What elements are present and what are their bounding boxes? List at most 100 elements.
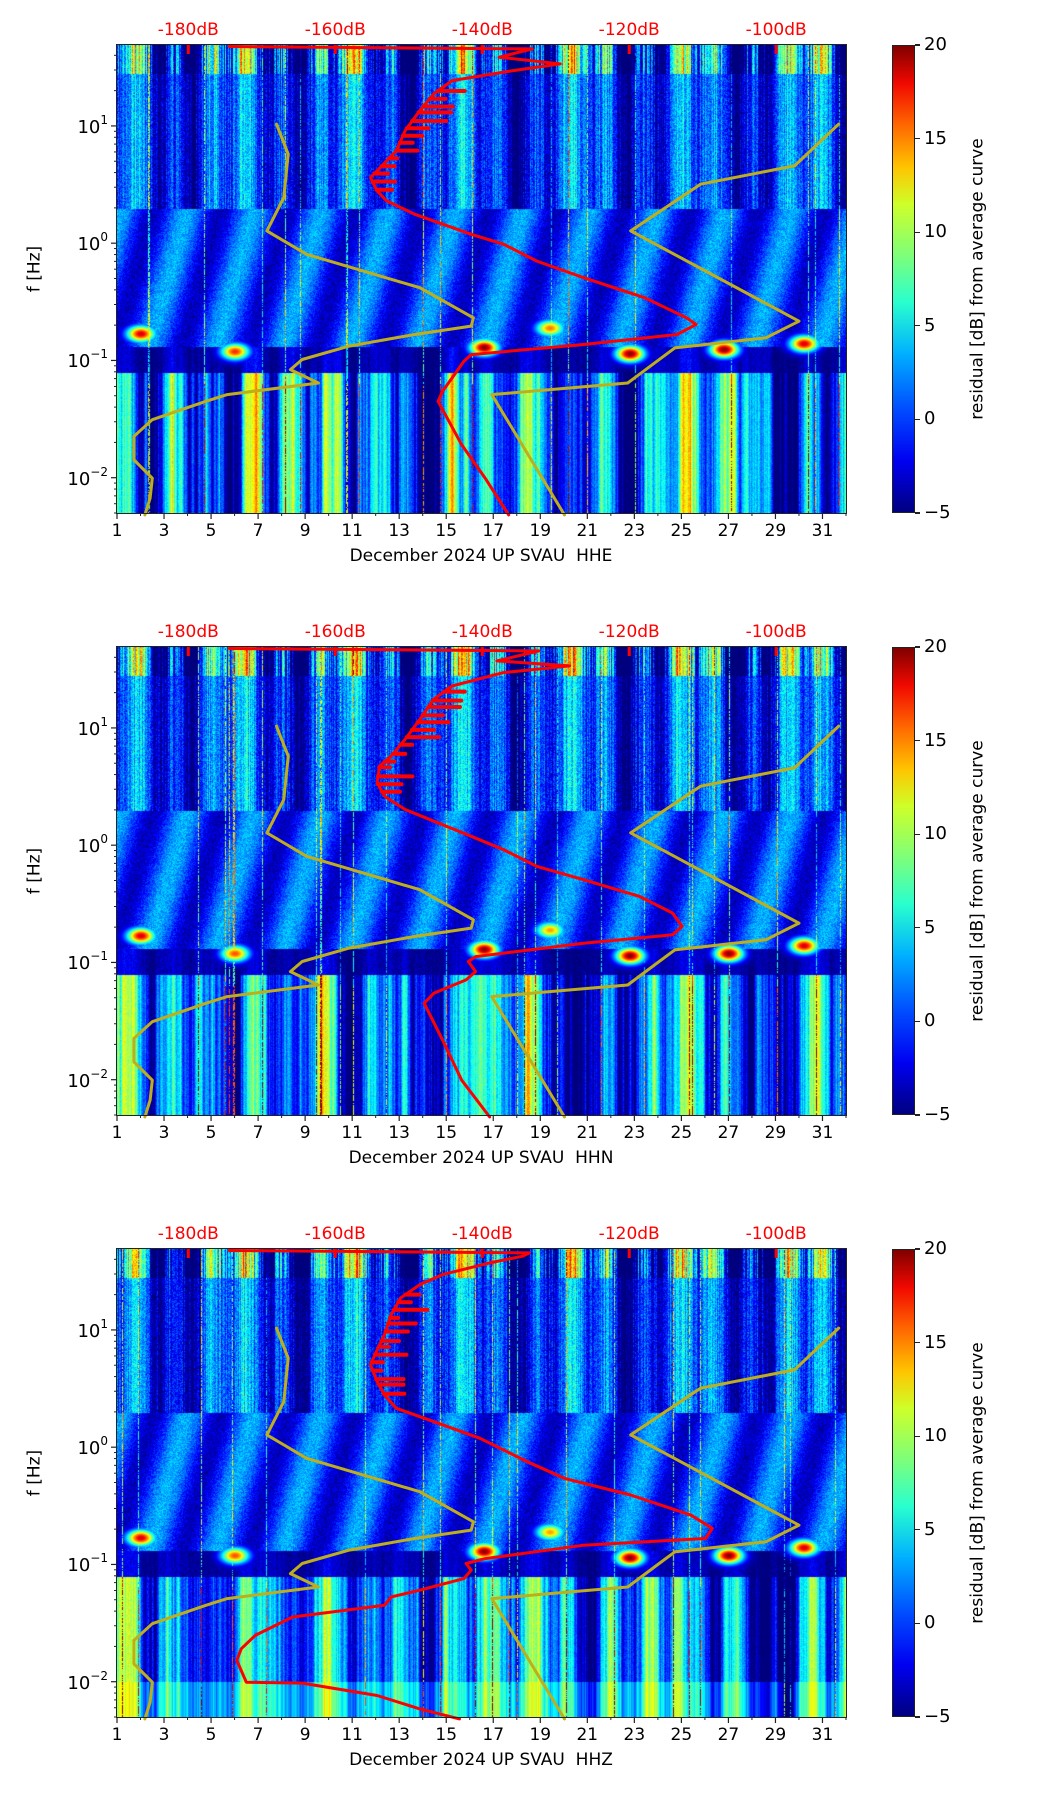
colorbar-tick-mark xyxy=(915,1342,920,1344)
y-tick-exponent: 1 xyxy=(100,112,108,127)
db-axis-label: -120dB xyxy=(598,622,660,642)
x-tick-label: 11 xyxy=(341,1725,363,1745)
x-tick-label: 19 xyxy=(529,1123,552,1143)
x-tick-label: 25 xyxy=(670,1123,693,1143)
y-tick-label: 10−2 xyxy=(67,464,108,490)
colorbar-tick-label: 20 xyxy=(924,1238,947,1259)
colorbar-tick-label: −5 xyxy=(924,1706,951,1727)
y-tick-base: 10 xyxy=(77,1320,101,1342)
db-axis-label: -180dB xyxy=(157,622,219,642)
colorbar-label: residual [dB] from average curve xyxy=(967,1342,988,1624)
colorbar-tick-mark xyxy=(915,138,920,140)
y-tick-label: 10−1 xyxy=(67,1551,108,1575)
high-noise-model-curve xyxy=(490,724,841,1119)
x-tick-label: 1 xyxy=(111,1725,123,1745)
low-noise-model-curve xyxy=(132,724,475,1119)
y-tick-exponent: 1 xyxy=(100,714,108,729)
x-tick-label: 25 xyxy=(670,1725,693,1745)
colorbar-tick-label: −5 xyxy=(924,502,951,523)
db-axis-label: -120dB xyxy=(598,1224,660,1244)
y-tick-label: 101 xyxy=(77,1316,108,1342)
x-tick-label: 23 xyxy=(623,521,646,541)
colorbar-tick-label: 20 xyxy=(924,34,947,55)
colorbar-tick-mark xyxy=(915,1114,920,1116)
y-axis-label: f [Hz] xyxy=(24,847,45,895)
y-tick-label: 101 xyxy=(77,714,108,740)
y-tick-exponent: −2 xyxy=(90,1668,108,1683)
spectrogram-panel-hhz: f [Hz] December 2024 UP SVAU HHZ residua… xyxy=(0,0,1052,1769)
colorbar-tick-label: 0 xyxy=(924,1010,936,1032)
residual-heatmap xyxy=(117,647,846,1115)
y-tick-exponent: −1 xyxy=(90,949,108,964)
x-tick-label: 9 xyxy=(299,1725,311,1745)
y-tick-exponent: −1 xyxy=(90,1551,108,1566)
x-tick-label: 13 xyxy=(388,521,411,541)
db-axis-label: -180dB xyxy=(157,20,219,40)
colorbar-tick-mark xyxy=(915,927,920,929)
x-tick-label: 11 xyxy=(341,1123,363,1143)
x-tick-label: 21 xyxy=(576,521,599,541)
y-tick-base: 10 xyxy=(67,468,91,490)
x-tick-label: 31 xyxy=(811,521,834,541)
x-tick-label: 29 xyxy=(764,1725,787,1745)
x-tick-label: 31 xyxy=(811,1725,834,1745)
y-tick-label: 100 xyxy=(77,1435,108,1460)
y-tick-base: 10 xyxy=(77,1438,101,1460)
colorbar-tick-label: 10 xyxy=(924,221,947,243)
db-axis-label: -100dB xyxy=(745,622,807,642)
x-tick-label: 29 xyxy=(764,521,787,541)
colorbar-tick-label: 5 xyxy=(924,916,936,938)
x-tick-label: 13 xyxy=(388,1725,411,1745)
colorbar-tick-mark xyxy=(915,44,920,46)
colorbar-tick-label: 0 xyxy=(924,1612,936,1634)
y-tick-label: 10−1 xyxy=(67,347,108,371)
colorbar-tick-mark xyxy=(915,1622,920,1625)
mean-PSD-curve xyxy=(227,647,684,1119)
colorbar-tick-mark xyxy=(915,512,920,514)
db-axis-label: -160dB xyxy=(304,622,366,642)
spectrogram-axes xyxy=(111,1248,847,1723)
y-tick-label: 100 xyxy=(77,231,108,256)
colorbar-tick-mark xyxy=(915,1716,920,1718)
x-tick-label: 17 xyxy=(482,521,505,541)
db-axis-label: -140dB xyxy=(451,1224,513,1244)
y-tick-label: 10−2 xyxy=(67,1066,108,1091)
colorbar-tick-mark xyxy=(915,740,920,742)
y-tick-exponent: −1 xyxy=(90,347,108,362)
colorbar-tick-label: 10 xyxy=(924,1425,947,1447)
colorbar-tick-label: 15 xyxy=(924,729,947,751)
colorbar-tick-mark xyxy=(915,231,920,233)
x-tick-label: 5 xyxy=(205,1123,217,1143)
y-axis-label: f [Hz] xyxy=(24,1449,45,1497)
colorbar-tick-label: 15 xyxy=(924,1331,947,1353)
low-noise-model-curve xyxy=(132,122,475,517)
x-tick-label: 27 xyxy=(717,521,740,541)
y-tick-exponent: 1 xyxy=(100,1316,108,1331)
db-axis-label: -140dB xyxy=(451,622,513,642)
colorbar-tick-label: 10 xyxy=(924,823,947,845)
x-tick-label: 15 xyxy=(435,521,458,541)
colorbar-tick-mark xyxy=(915,1020,920,1023)
x-tick-label: 23 xyxy=(623,1123,646,1143)
x-tick-label: 1 xyxy=(111,1123,123,1143)
x-tick-label: 19 xyxy=(529,1725,552,1745)
x-tick-label: 9 xyxy=(299,1123,311,1143)
x-tick-label: 3 xyxy=(158,1725,170,1745)
y-tick-exponent: −2 xyxy=(90,1066,108,1081)
colorbar-tick-label: 5 xyxy=(924,1518,936,1540)
y-tick-base: 10 xyxy=(77,234,101,256)
x-tick-label: 25 xyxy=(670,521,693,541)
colorbar-tick-mark xyxy=(915,418,920,421)
x-tick-label: 27 xyxy=(717,1725,740,1745)
colorbar-tick-mark xyxy=(915,1435,920,1437)
x-tick-label: 27 xyxy=(717,1123,740,1143)
x-tick-label: 11 xyxy=(341,521,363,541)
colorbar-tick-label: 15 xyxy=(924,127,947,149)
y-tick-exponent: −2 xyxy=(90,464,108,479)
y-tick-base: 10 xyxy=(77,718,101,740)
colorbar-label: residual [dB] from average curve xyxy=(967,740,988,1022)
x-tick-label: 15 xyxy=(435,1725,458,1745)
x-tick-label: 7 xyxy=(252,521,264,541)
colorbar-tick-label: 20 xyxy=(924,636,947,657)
x-tick-label: 3 xyxy=(158,521,170,541)
